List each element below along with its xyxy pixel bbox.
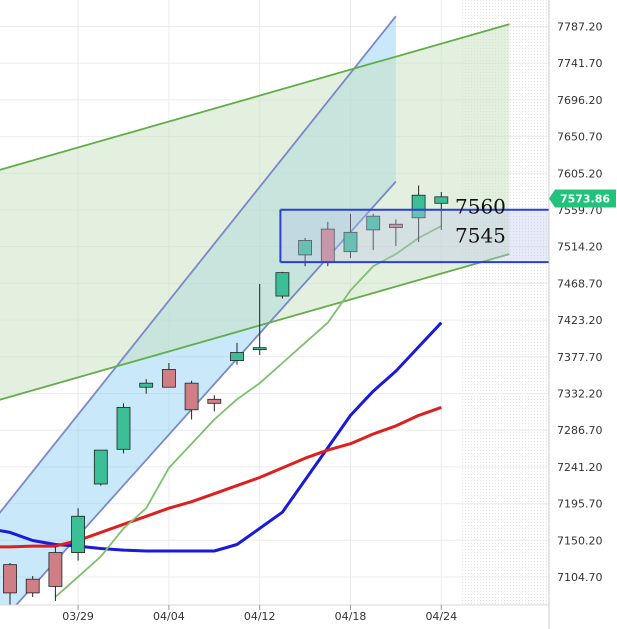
candle-body (343, 231, 358, 253)
last-price-badge (549, 189, 616, 208)
y-tick-label: 7423.20 (557, 314, 603, 327)
y-tick-label: 7332.20 (557, 387, 603, 400)
candle (3, 563, 17, 605)
candle-body (275, 272, 290, 297)
y-tick-label: 7104.70 (557, 571, 603, 584)
x-tick-label: 04/12 (244, 610, 276, 623)
channel-line (0, 15, 397, 514)
candle-body (207, 398, 222, 404)
candle (343, 213, 358, 259)
x-tick-label: 04/04 (153, 610, 185, 623)
y-tick-label: 7650.70 (557, 131, 603, 144)
candle (230, 342, 244, 365)
candle (411, 185, 426, 242)
candle (25, 575, 40, 597)
x-tick-label: 03/29 (62, 610, 94, 623)
candle-body (298, 239, 313, 256)
candle-body (366, 215, 381, 231)
candle (252, 283, 267, 355)
box-fill (280, 209, 549, 263)
candle-body (139, 382, 154, 388)
channel-line (0, 23, 510, 171)
candle (139, 379, 154, 394)
candle-body (230, 352, 244, 361)
y-tick-label: 7741.70 (557, 57, 603, 70)
candle-body (25, 578, 40, 594)
last-price-label: 7573.86 (560, 193, 610, 206)
candle-body (184, 382, 199, 411)
y-tick-label: 7787.20 (557, 20, 603, 33)
candle-body (93, 449, 108, 485)
x-axis: 03/29 04/04 04/12 04/18 04/24 (62, 605, 457, 623)
y-tick-label: 7286.70 (557, 424, 603, 437)
candle-body (3, 564, 17, 594)
candle (116, 403, 131, 454)
box-label-low: 7545 (455, 224, 506, 248)
candle-body (116, 406, 131, 450)
candle (93, 449, 108, 486)
candle (275, 271, 290, 299)
channel-line (0, 253, 510, 401)
price-box: 7560 7545 (279, 195, 549, 264)
moving-average-line (54, 225, 442, 598)
candle (434, 191, 449, 230)
candle (161, 363, 176, 388)
box-label-high: 7560 (455, 195, 506, 219)
last-price-tag: 7573.86 (549, 189, 616, 208)
channel-fill (0, 24, 510, 400)
candle (184, 380, 199, 420)
candle (71, 508, 85, 561)
y-tick-label: 7696.20 (557, 94, 603, 107)
candle (207, 395, 222, 412)
moving-average-line (0, 405, 442, 549)
candle-body (252, 347, 267, 351)
candle-body (434, 196, 449, 204)
candle-body (388, 223, 403, 228)
y-axis: 7787.207741.707696.207650.707605.207559.… (557, 20, 603, 584)
y-tick-label: 7605.20 (557, 167, 603, 180)
candle-body (161, 369, 176, 388)
candle (388, 219, 403, 247)
y-tick-label: 7150.20 (557, 534, 603, 547)
candle (48, 546, 63, 601)
x-tick-label: 04/24 (425, 610, 457, 623)
y-tick-label: 7468.70 (557, 277, 603, 290)
moving-averages (0, 225, 443, 598)
candle (366, 213, 381, 251)
x-tick-label: 04/18 (335, 610, 367, 623)
y-tick-label: 7514.20 (557, 241, 603, 254)
candle-body (411, 194, 426, 219)
y-tick-label: 7241.20 (557, 461, 603, 474)
y-tick-label: 7377.70 (557, 351, 603, 364)
y-tick-label: 7195.70 (557, 498, 603, 511)
candle-body (71, 515, 85, 553)
candle-body (48, 552, 63, 587)
